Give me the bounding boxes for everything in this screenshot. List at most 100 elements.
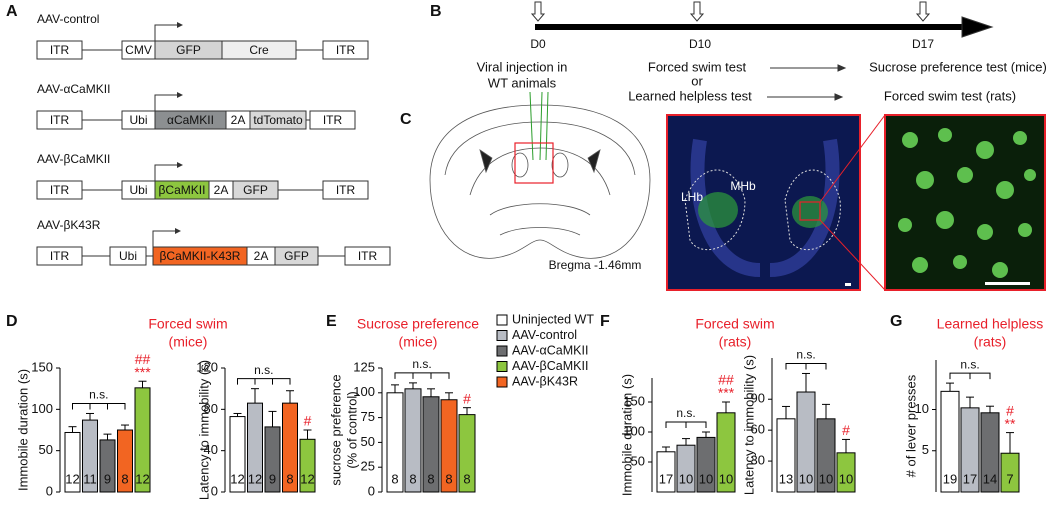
bar: [117, 429, 133, 493]
panel-label: A: [6, 3, 18, 20]
brain-atlas: [429, 104, 651, 259]
construct-name: AAV-βK43R: [37, 218, 101, 232]
ns-bracket: [237, 378, 291, 385]
bar: [676, 444, 696, 493]
part-label: ITR: [358, 249, 378, 263]
bar: [64, 431, 81, 493]
chart-title: Learned helpless: [937, 316, 1044, 332]
test-label: Forced swim test: [648, 59, 747, 74]
part-label: CMV: [125, 43, 152, 57]
part-label: GFP: [284, 249, 309, 263]
part-label: ITR: [50, 113, 70, 127]
part-label: ITR: [50, 43, 70, 57]
bar: [82, 419, 98, 493]
part-label: 2A: [214, 183, 229, 197]
ns-label: n.s.: [960, 357, 979, 371]
legend-swatch: [496, 330, 508, 341]
test-label: Learned helpless test: [628, 88, 752, 103]
promoter-arrow: [154, 94, 177, 111]
n-label: 10: [839, 471, 853, 486]
chart-title: (rats): [974, 334, 1007, 350]
chart-title: (mice): [399, 334, 438, 350]
bar: [229, 416, 246, 493]
n-label: 12: [300, 471, 314, 486]
bar: [282, 402, 298, 493]
significance: ***: [134, 364, 151, 380]
chart-title: (mice): [169, 334, 208, 350]
bar: [247, 402, 263, 493]
n-label: 8: [121, 471, 128, 486]
bar: [796, 391, 816, 493]
arrow-head: [175, 228, 181, 234]
legend-label: Uninjected WT: [512, 312, 594, 326]
n-label: 10: [799, 471, 813, 486]
bar: [264, 426, 281, 493]
y-tick-label: 10: [915, 401, 929, 416]
part-label: Ubi: [119, 249, 137, 263]
chart-title: Forced swim: [148, 316, 227, 332]
bar: [980, 412, 1000, 493]
y-tick-label: 40: [204, 442, 218, 457]
bar: [386, 392, 404, 493]
chart-title: (rats): [719, 334, 752, 350]
n-label: 9: [104, 471, 111, 486]
part-label: ITR: [336, 183, 356, 197]
bar: [422, 396, 440, 493]
n-label: 14: [983, 471, 997, 486]
part-label: GFP: [243, 183, 268, 197]
bar: [696, 436, 716, 493]
n-label: 13: [779, 471, 793, 486]
construct-part: [109, 246, 147, 266]
y-tick-label: 50: [361, 434, 375, 449]
panel-label: F: [600, 313, 610, 330]
y-tick-label: 75: [361, 409, 375, 424]
construct-part: [249, 110, 307, 130]
ns-label: n.s.: [796, 348, 815, 362]
part-label: 2A: [231, 113, 246, 127]
y-axis-label: # of lever presses: [903, 374, 918, 477]
construct-part: [36, 246, 83, 266]
construct-part: [36, 110, 83, 130]
ns-bracket: [665, 421, 707, 428]
n-label: 12: [65, 471, 79, 486]
construct-part: [36, 40, 83, 60]
panel-label: E: [326, 313, 337, 330]
y-tick-label: 80: [204, 401, 218, 416]
construct-part: [232, 180, 279, 200]
y-axis-label: Latency to immobility (s): [741, 355, 756, 495]
ns-label: n.s.: [254, 363, 273, 377]
test-label: Sucrose preference test (mice): [869, 59, 1047, 74]
y-axis-label: sucrose preference: [328, 374, 343, 485]
y-tick-label: 0: [368, 483, 375, 498]
bar: [99, 439, 116, 493]
construct-part: [36, 180, 83, 200]
n-label: 10: [719, 471, 733, 486]
ns-bracket: [949, 372, 991, 380]
bar: [816, 418, 836, 493]
part-label: GFP: [176, 43, 201, 57]
n-label: 17: [659, 471, 673, 486]
bar: [656, 451, 676, 493]
arrow-head: [177, 92, 183, 98]
part-label: tdTomato: [253, 113, 303, 127]
injection-label: WT animals: [488, 75, 557, 90]
n-label: 8: [391, 471, 398, 486]
arrow-head: [177, 162, 183, 168]
n-label: 10: [679, 471, 693, 486]
construct-name: AAV-βCaMKII: [37, 152, 110, 166]
region-label: LHb: [681, 190, 703, 204]
n-label: 12: [230, 471, 244, 486]
bar: [776, 418, 796, 493]
significance: ##: [135, 351, 151, 367]
y-tick-label: 120: [196, 359, 218, 374]
significance: ##: [718, 372, 734, 388]
bar: [299, 438, 316, 493]
n-label: 10: [699, 471, 713, 486]
part-label: βCaMKII-K43R: [160, 249, 241, 263]
y-axis-label: Latency to immobility (s): [196, 360, 211, 500]
n-label: 8: [409, 471, 416, 486]
panel-label: C: [400, 111, 412, 128]
n-label: 19: [943, 471, 957, 486]
n-label: 17: [963, 471, 977, 486]
